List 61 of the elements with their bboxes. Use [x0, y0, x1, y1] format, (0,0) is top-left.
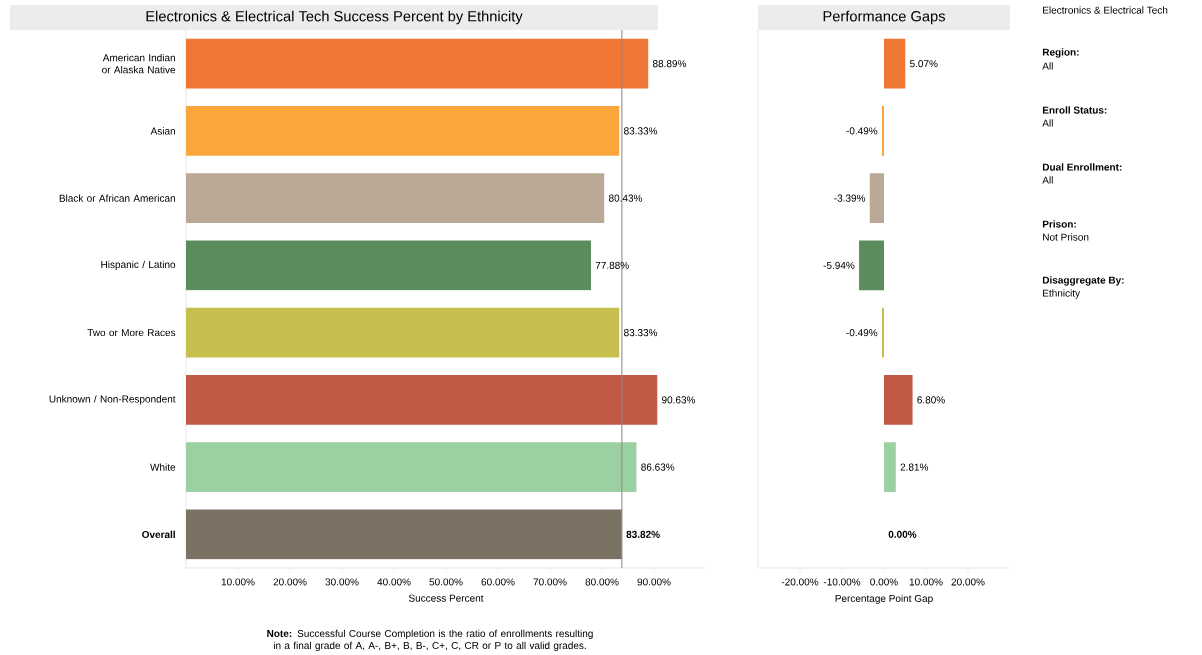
x-axis-title: Percentage Point Gap	[835, 594, 933, 604]
y-tick-label: Black or African American	[59, 194, 175, 202]
x-tick-label: 10.00%	[909, 578, 943, 586]
data-label: 83.33%	[624, 329, 658, 337]
chart-title: Electronics & Electrical Tech Success Percent by Ethnicity	[146, 10, 523, 25]
text: All	[1042, 176, 1053, 184]
text: Ethnicity	[1043, 289, 1081, 299]
x-tick-label: 50.00%	[429, 578, 463, 586]
data-label: 80.43%	[608, 194, 643, 202]
x-tick-label: 20.00%	[273, 578, 307, 586]
x-tick-label: -20.00%	[781, 578, 819, 586]
data-label: 77.88%	[595, 261, 629, 269]
text: Enroll Status:	[1042, 106, 1107, 114]
y-tick-label: Asian	[150, 127, 175, 135]
data-label: 90.63%	[662, 396, 696, 404]
bar	[884, 374, 913, 425]
text: Note: Successful Course Completion is the ratio of enrollments resulting in a final grade of A, A-, B+, B, B-, C+, C, CR or P to all valid grades.	[267, 629, 593, 652]
chart-title: Performance Gaps	[823, 10, 945, 25]
data-label: -5.94%	[823, 261, 855, 269]
x-tick-label: 80.00%	[585, 578, 619, 586]
data-label: 0.00%	[888, 530, 917, 538]
bar	[881, 307, 884, 358]
text: Disaggregate By:	[1042, 276, 1124, 286]
y-tick-label: Hispanic / Latino	[101, 260, 176, 271]
x-tick-label: -10.00%	[823, 578, 861, 586]
x-tick-label: 30.00%	[325, 578, 359, 586]
bar	[881, 105, 884, 156]
text: All	[1042, 119, 1053, 127]
data-label: -0.49%	[846, 329, 878, 337]
data-label: 83.82%	[626, 530, 660, 538]
y-tick-label: American Indian or Alaska Native	[102, 53, 176, 74]
bar	[884, 38, 906, 89]
data-label: 2.81%	[900, 463, 929, 471]
text: Electronics & Electrical Tech	[1043, 6, 1168, 14]
text: Prison:	[1042, 220, 1076, 228]
data-label: 86.63%	[641, 463, 675, 471]
x-tick-label: 60.00%	[481, 578, 515, 586]
x-tick-label: 0.00%	[870, 578, 898, 586]
data-label: 6.80%	[917, 396, 945, 404]
y-tick-label: Overall	[142, 530, 175, 539]
text: Not Prison	[1043, 233, 1089, 241]
x-tick-label: 70.00%	[533, 578, 567, 586]
bar	[859, 240, 884, 291]
bar	[869, 173, 884, 224]
y-tick-label: White	[150, 463, 176, 471]
x-tick-label: 10.00%	[221, 578, 255, 586]
x-axis-title: Success Percent	[408, 594, 484, 602]
x-tick-label: 90.00%	[637, 578, 671, 586]
y-tick-label: Two or More Races	[87, 329, 176, 337]
text: All	[1042, 62, 1053, 70]
data-label: -0.49%	[846, 127, 878, 135]
x-tick-label: 20.00%	[951, 578, 985, 586]
text: Dual Enrollment:	[1042, 163, 1122, 171]
data-label: 5.07%	[909, 60, 938, 68]
x-tick-label: 40.00%	[377, 578, 411, 586]
data-label: 88.89%	[652, 60, 687, 68]
text: Region:	[1042, 48, 1079, 58]
data-label: 83.33%	[624, 127, 658, 135]
bar	[884, 442, 896, 492]
y-tick-label: Unknown / Non-Respondent	[49, 395, 176, 405]
data-label: -3.39%	[834, 194, 866, 202]
